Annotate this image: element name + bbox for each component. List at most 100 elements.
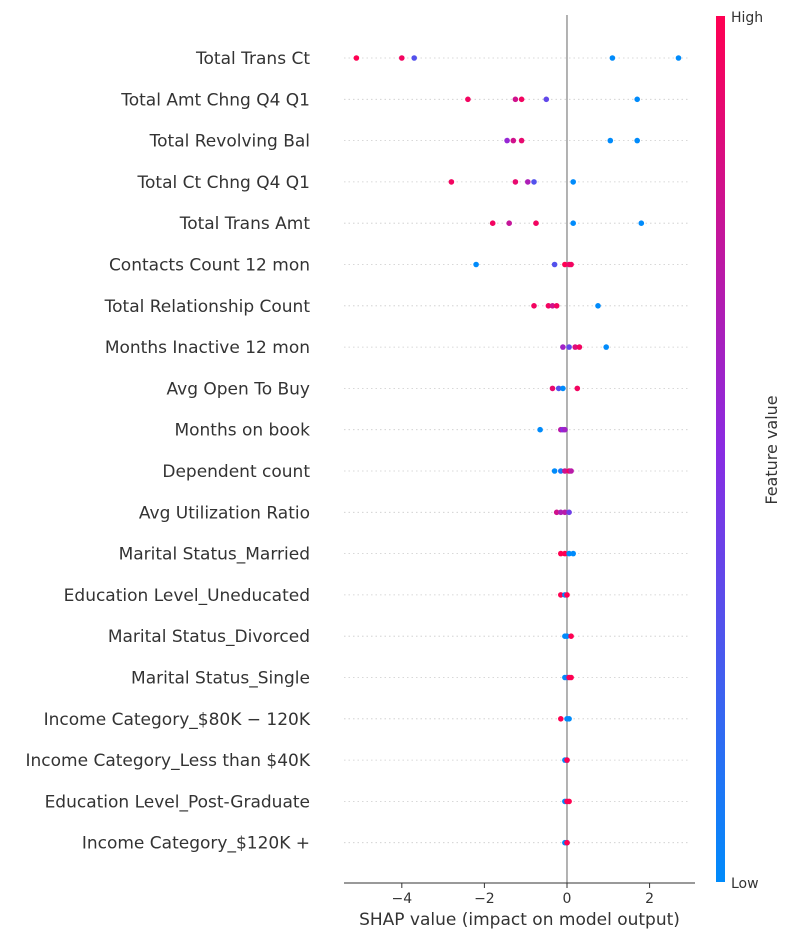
shap-point	[551, 468, 558, 474]
shap-point	[531, 303, 537, 309]
shap-point	[566, 509, 572, 516]
colorbar: High Low Feature value	[716, 10, 781, 892]
shap-point	[638, 220, 645, 226]
shap-point	[465, 96, 471, 103]
shap-point	[564, 633, 570, 639]
feature-label: Education Level_Uneducated	[64, 586, 310, 606]
shap-point	[353, 55, 360, 61]
feature-label: Months Inactive 12 mon	[105, 338, 310, 358]
x-tick-label: 2	[645, 891, 654, 907]
shap-point	[564, 592, 570, 598]
feature-label: Avg Open To Buy	[167, 379, 311, 399]
feature-label: Months on book	[174, 421, 310, 441]
shap-point	[525, 179, 531, 185]
shap-point	[558, 550, 564, 557]
shap-point	[564, 757, 570, 763]
feature-label: Dependent count	[162, 462, 310, 482]
x-axis-label: SHAP value (impact on model output)	[359, 910, 680, 930]
feature-label: Total Trans Amt	[179, 214, 311, 234]
colorbar-title: Feature value	[762, 395, 781, 504]
shap-point	[566, 798, 572, 805]
shap-point	[489, 220, 496, 226]
feature-label: Marital Status_Single	[131, 669, 310, 689]
shap-point	[553, 303, 560, 309]
shap-point	[518, 137, 525, 144]
feature-label: Marital Status_Married	[119, 545, 310, 565]
shap-point	[675, 55, 682, 61]
shap-point	[545, 303, 552, 309]
shap-point	[574, 385, 581, 392]
feature-label: Avg Utilization Ratio	[139, 503, 310, 523]
shap-point	[543, 96, 550, 103]
x-tick-label: −2	[474, 891, 495, 907]
shap-point	[568, 633, 574, 639]
shap-point	[512, 96, 519, 103]
shap-point	[558, 509, 564, 516]
data-points	[353, 55, 682, 846]
shap-point	[510, 137, 517, 144]
shap-point	[595, 303, 601, 309]
shap-point	[572, 344, 578, 350]
x-ticks: −4 −2 0 2	[391, 883, 654, 907]
shap-point	[553, 509, 560, 516]
colorbar-high-label: High	[731, 10, 763, 26]
shap-point	[562, 509, 568, 516]
shap-point	[609, 55, 616, 61]
shap-point	[558, 592, 564, 598]
feature-label: Marital Status_Divorced	[108, 627, 310, 647]
shap-point	[570, 550, 576, 557]
x-tick-label: −4	[391, 891, 412, 907]
feature-label: Income Category_$120K +	[82, 834, 310, 854]
shap-point	[568, 261, 574, 268]
shap-point	[562, 261, 568, 268]
shap-point	[634, 96, 640, 103]
feature-label: Income Category_$80K − 120K	[44, 710, 311, 730]
feature-label: Education Level_Post-Graduate	[45, 792, 310, 812]
shap-point	[634, 137, 640, 144]
shap-point	[551, 261, 558, 268]
shap-point	[512, 179, 519, 185]
shap-point	[566, 344, 572, 350]
x-tick-label: 0	[563, 891, 572, 907]
colorbar-gradient	[716, 16, 725, 882]
shap-point	[518, 96, 525, 103]
feature-label: Total Trans Ct	[195, 49, 310, 69]
shap-point	[549, 385, 556, 392]
colorbar-low-label: Low	[731, 876, 759, 892]
shap-point	[473, 261, 479, 268]
shap-point	[576, 344, 583, 350]
shap-point	[533, 220, 539, 226]
feature-label: Total Ct Chng Q4 Q1	[137, 173, 310, 193]
shap-point	[555, 385, 562, 392]
shap-point	[568, 468, 574, 474]
shap-point	[562, 468, 568, 474]
shap-point	[560, 385, 566, 392]
feature-label: Contacts Count 12 mon	[109, 256, 310, 276]
shap-point	[562, 550, 568, 557]
shap-point	[568, 674, 574, 681]
shap-point	[558, 716, 564, 722]
feature-label: Total Amt Chng Q4 Q1	[120, 90, 310, 110]
feature-label: Total Relationship Count	[104, 297, 311, 317]
shap-point	[549, 303, 556, 309]
shap-point	[411, 55, 418, 61]
shap-point	[504, 137, 510, 144]
shap-point	[570, 220, 576, 226]
shap-point	[537, 426, 543, 433]
shap-point	[531, 179, 537, 185]
shap-point	[566, 550, 572, 557]
feature-label: Income Category_Less than $40K	[26, 751, 311, 771]
shap-point	[399, 55, 405, 61]
shap-point	[558, 468, 564, 474]
shap-point	[506, 220, 512, 226]
shap-point	[570, 179, 576, 185]
shap-point	[448, 179, 455, 185]
row-guides	[344, 57, 688, 844]
shap-point	[560, 344, 566, 350]
shap-point	[607, 137, 614, 144]
shap-point	[603, 344, 609, 350]
feature-label: Total Revolving Bal	[149, 132, 310, 152]
feature-labels: Total Trans Ct Total Amt Chng Q4 Q1 Total …	[26, 49, 311, 854]
shap-point	[566, 716, 572, 722]
